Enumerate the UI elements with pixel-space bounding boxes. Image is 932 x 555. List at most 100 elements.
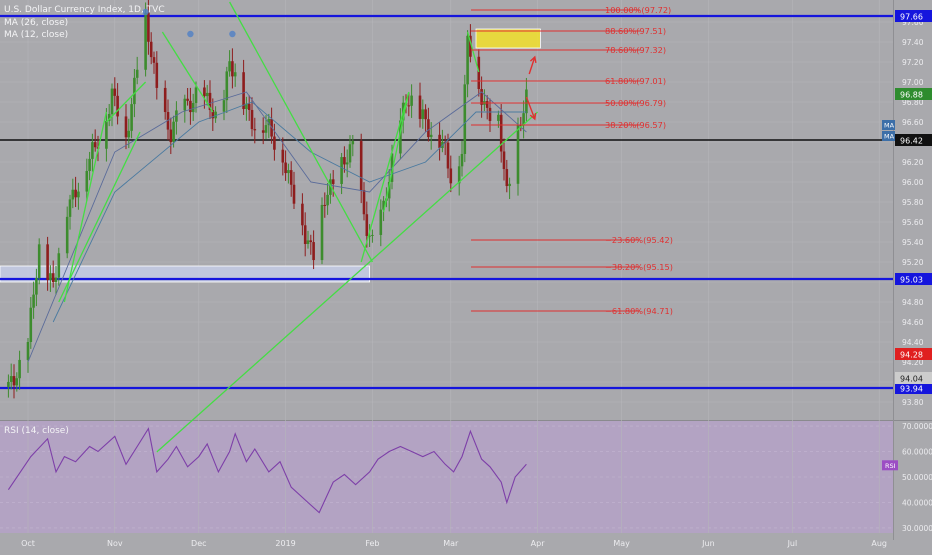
candle-body[interactable] [446,142,450,169]
candle-body[interactable] [519,124,523,126]
candle-body[interactable] [457,166,461,184]
candle-body[interactable] [194,87,198,104]
candle-body[interactable] [469,35,472,57]
up-arrow[interactable] [528,56,536,75]
trendline[interactable] [360,91,410,263]
candle-body[interactable] [368,235,371,237]
candle-body[interactable] [273,136,276,150]
ma-badge[interactable] [882,131,895,141]
candle-body[interactable] [424,109,427,120]
candle-body[interactable] [343,157,346,165]
candle-body[interactable] [281,149,285,163]
candle-body[interactable] [147,12,150,42]
candle-body[interactable] [379,209,383,235]
candle-body[interactable] [301,203,304,226]
candle-body[interactable] [35,277,38,295]
candle-body[interactable] [485,101,489,108]
candle-body[interactable] [508,183,511,187]
candle-body[interactable] [460,153,464,167]
candle-body[interactable] [399,120,402,154]
ma26-legend[interactable]: MA (26, close) [4,18,69,28]
trendline[interactable] [382,91,410,213]
candle-body[interactable] [68,199,72,217]
candle-body[interactable] [250,109,254,130]
candle-body[interactable] [351,141,355,145]
candle-body[interactable] [312,242,315,261]
candle-body[interactable] [382,200,385,210]
candle-body[interactable] [326,194,329,206]
high-marker[interactable] [187,30,194,38]
candle-body[interactable] [183,98,187,111]
candle-body[interactable] [15,378,19,386]
candle-body[interactable] [449,168,453,184]
trendline[interactable] [63,111,108,303]
candle-body[interactable] [57,253,61,278]
candle-body[interactable] [93,142,97,148]
candle-body[interactable] [387,181,391,199]
candle-body[interactable] [329,179,332,195]
candle-body[interactable] [245,103,248,110]
candle-body[interactable] [155,62,159,88]
candle-body[interactable] [29,307,33,342]
trendline[interactable] [105,81,147,123]
rsi-legend[interactable]: RSI (14, close) [4,426,69,436]
trendline[interactable] [156,111,539,453]
candle-body[interactable] [71,189,75,200]
candle-body[interactable] [225,71,229,101]
candle-body[interactable] [323,204,327,206]
candle-body[interactable] [362,190,366,215]
candle-body[interactable] [477,56,481,90]
candle-body[interactable] [320,204,324,261]
candle-body[interactable] [116,95,119,117]
candle-body[interactable] [169,129,173,143]
candle-body[interactable] [410,95,413,106]
candle-body[interactable] [91,142,94,159]
candle-body[interactable] [214,111,217,119]
candle-body[interactable] [345,162,349,165]
candle-body[interactable] [113,88,117,96]
candle-body[interactable] [46,244,49,281]
candle-body[interactable] [110,88,114,114]
candle-body[interactable] [340,157,343,184]
candle-body[interactable] [287,170,290,174]
candle-body[interactable] [289,170,293,185]
candle-body[interactable] [284,162,287,174]
candle-body[interactable] [37,244,41,278]
candle-body[interactable] [51,273,55,282]
candle-body[interactable] [26,342,30,360]
candle-body[interactable] [429,134,433,138]
candle-body[interactable] [149,41,153,58]
candle-body[interactable] [175,110,178,122]
candle-body[interactable] [303,225,307,244]
candle-body[interactable] [407,105,411,107]
candle-body[interactable] [466,35,469,85]
candle-body[interactable] [264,125,268,133]
candle-body[interactable] [105,121,108,149]
candle-body[interactable] [77,191,80,198]
trendline[interactable] [466,31,480,73]
trendline[interactable] [161,31,214,113]
candle-body[interactable] [205,92,209,97]
candle-body[interactable] [49,273,52,281]
candle-body[interactable] [247,103,251,110]
ma26-line[interactable] [52,101,527,323]
candle-body[interactable] [211,110,215,119]
candle-body[interactable] [365,214,369,236]
candle-body[interactable] [261,130,265,133]
high-marker[interactable] [229,30,236,38]
candle-body[interactable] [85,170,89,192]
candle-body[interactable] [499,114,503,152]
ma-badge[interactable] [882,120,895,130]
candle-body[interactable] [186,98,189,101]
candle-body[interactable] [12,376,16,386]
candle-body[interactable] [203,87,206,97]
candle-body[interactable] [309,240,313,243]
candle-body[interactable] [7,381,10,387]
candle-body[interactable] [292,184,296,204]
candle-body[interactable] [516,124,520,184]
candle-body[interactable] [130,104,133,131]
candle-body[interactable] [306,240,310,244]
high-marker[interactable] [142,8,149,16]
resistance-box[interactable] [475,28,541,49]
